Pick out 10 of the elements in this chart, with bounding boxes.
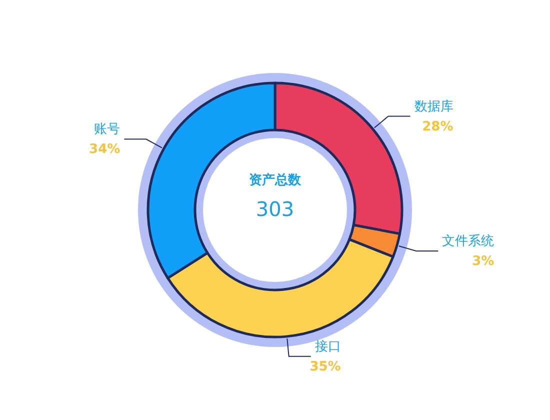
text: 303 [256, 197, 294, 221]
data-label: 34% [89, 142, 120, 158]
slice-label: 账号 [94, 122, 120, 138]
slice-label: 文件系统 [442, 234, 494, 250]
data-label: 35% [310, 359, 341, 374]
data-label: 3% [472, 254, 494, 270]
slice-label: 数据库 [414, 99, 454, 114]
text: 资产总数 [249, 172, 302, 188]
slice-label: 接口 [314, 339, 341, 354]
data-label: 28% [422, 119, 454, 134]
